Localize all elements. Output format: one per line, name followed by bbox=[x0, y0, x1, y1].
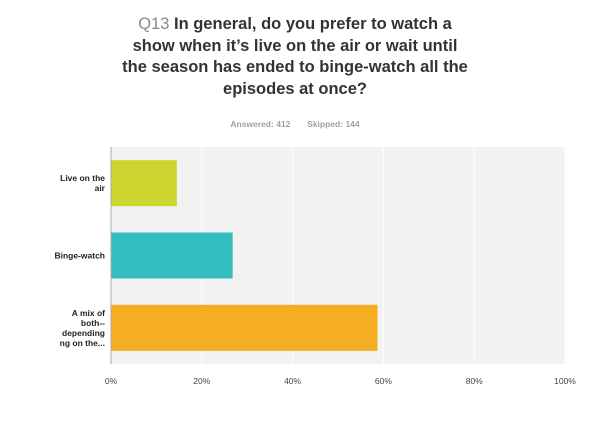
category-label-3: A mix of both--depending ng on the... bbox=[60, 308, 105, 348]
category-labels: Live on the air Binge-watch A mix of both--d… bbox=[54, 173, 105, 348]
bars-group bbox=[111, 160, 378, 351]
category-label-3-line-2: both-- bbox=[81, 318, 105, 328]
category-label-1: Live on the air bbox=[60, 173, 106, 193]
title-line-1: Q13 In general, do you prefer to watch a bbox=[0, 14, 590, 36]
x-tick-label-60: 60% bbox=[375, 376, 392, 386]
category-label-2-line-1: Binge-watch bbox=[54, 251, 105, 261]
answered-count: 412 bbox=[276, 119, 291, 129]
skipped-count: 144 bbox=[345, 119, 360, 129]
x-tick-label-80: 80% bbox=[466, 376, 483, 386]
category-label-2: Binge-watch bbox=[54, 251, 105, 261]
bar-2 bbox=[111, 232, 233, 279]
title-line-1-text: In general, do you prefer to watch a bbox=[173, 15, 452, 33]
x-tick-label-100: 100% bbox=[554, 376, 576, 386]
category-label-3-line-4: ng on the... bbox=[60, 338, 105, 348]
x-tick-label-20: 20% bbox=[193, 376, 210, 386]
category-label-1-line-1: Live on the bbox=[60, 173, 105, 183]
title-line-2: show when it’s live on the air or wait u… bbox=[132, 36, 458, 55]
question-number: Q13 bbox=[138, 15, 170, 33]
category-label-3-line-3: depending bbox=[62, 328, 105, 338]
answered-label: Answered: bbox=[230, 119, 274, 129]
x-tick-label-40: 40% bbox=[284, 376, 301, 386]
title-line-3: the season has ended to binge-watch all … bbox=[122, 58, 468, 76]
x-tick-label-0: 0% bbox=[105, 376, 118, 386]
bar-1 bbox=[111, 160, 177, 207]
response-stats: Answered: 412 Skipped: 144 bbox=[0, 119, 590, 129]
title-line-4: episodes at once? bbox=[223, 79, 367, 98]
x-tick-labels: 0% 20% 40% 60% 80% 100% bbox=[105, 376, 576, 386]
question-title: Q13 In general, do you prefer to watch a… bbox=[0, 14, 590, 100]
category-label-1-line-2: air bbox=[95, 183, 106, 193]
category-label-3-line-1: A mix of bbox=[72, 308, 105, 318]
skipped-label: Skipped: bbox=[307, 119, 344, 129]
bar-3 bbox=[111, 304, 378, 351]
